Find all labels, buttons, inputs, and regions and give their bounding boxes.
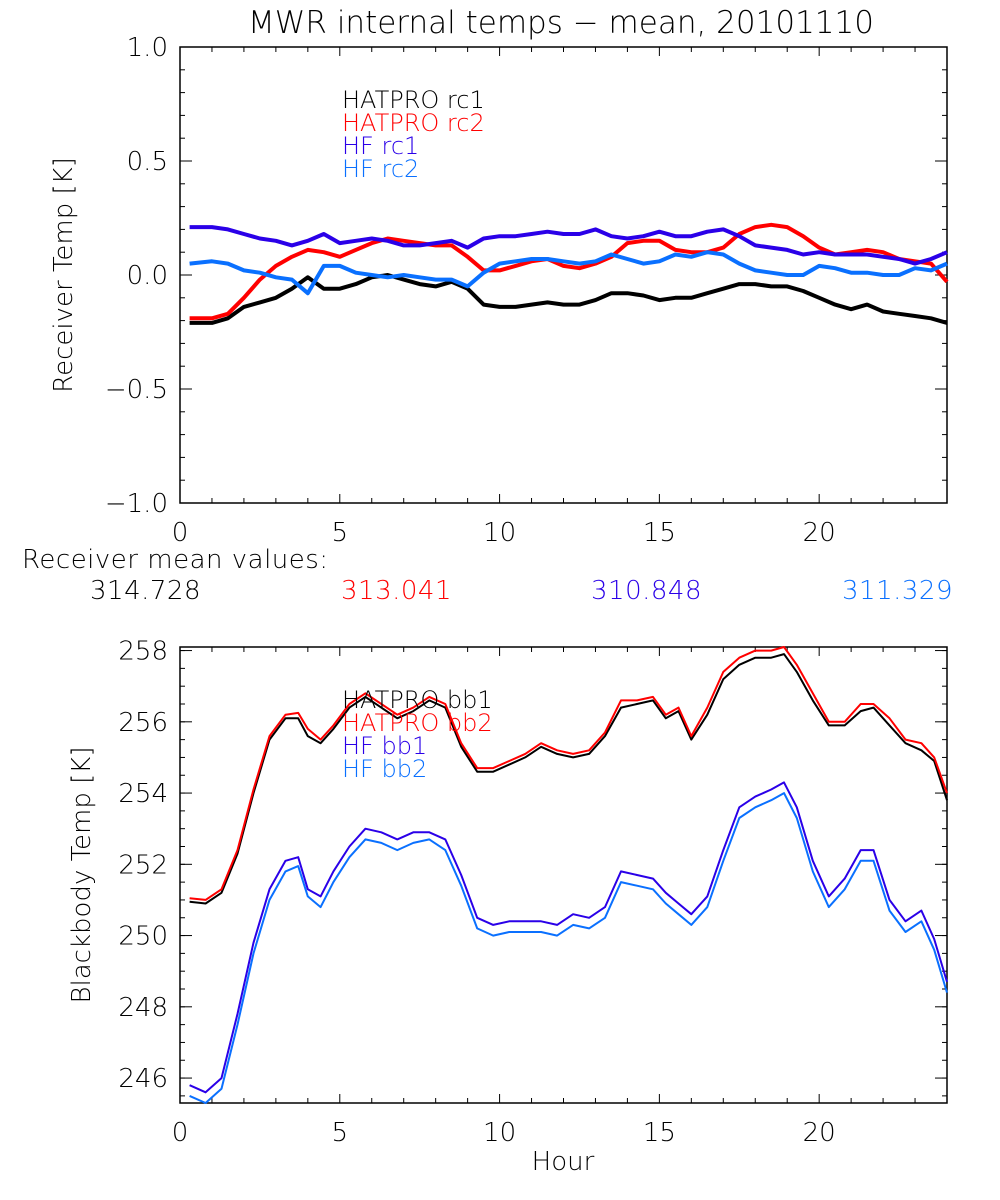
chart-title: MWR internal temps − mean, 20101110 bbox=[248, 5, 874, 41]
series-line-hf-rc1 bbox=[189, 225, 948, 266]
mean-value-hf-rc2: 311.329 bbox=[842, 576, 954, 606]
series-line-hatpro-rc1 bbox=[189, 273, 948, 325]
y-axis-label-bottom: Blackbody Temp [K] bbox=[67, 747, 97, 1004]
y-tick-label: 1.0 bbox=[127, 33, 168, 63]
legend-item: HATPRO rc2 bbox=[342, 109, 485, 137]
mean-values-label: Receiver mean values: bbox=[22, 545, 329, 575]
y-tick-label: 254 bbox=[118, 779, 168, 809]
mean-value-hf-rc1: 310.848 bbox=[591, 576, 703, 606]
y-tick-label: −0.5 bbox=[105, 375, 168, 405]
y-tick-label: 0.5 bbox=[127, 147, 168, 177]
receiver-temp-panel: 0 5 10 15 20 1.0 0.5 0.0 −0.5 −1.0 HATPRO rc1HATP… bbox=[49, 33, 949, 548]
series-line-hatpro-bb1 bbox=[189, 653, 948, 905]
plot-frame-bottom bbox=[179, 646, 948, 1104]
y-tick-label: −1.0 bbox=[105, 489, 168, 519]
series-line-hatpro-rc2 bbox=[189, 222, 949, 321]
y-tick-label: 258 bbox=[118, 637, 168, 667]
blackbody-temp-panel: 0 5 10 15 20 258 256 254 252 250 248 246 HATPRO bb1… bbox=[67, 637, 948, 1177]
x-tick-label: 5 bbox=[332, 518, 349, 548]
x-tick-label: 15 bbox=[643, 518, 676, 548]
axis-ticks-top: 0 5 10 15 20 1.0 0.5 0.0 −0.5 −1.0 bbox=[105, 33, 948, 548]
legend-item: HF rc1 bbox=[342, 132, 419, 160]
legend-item: HF bb1 bbox=[342, 732, 427, 760]
legend-item: HF rc2 bbox=[342, 155, 419, 183]
series-line-hf-rc2 bbox=[189, 250, 948, 296]
x-tick-label: 10 bbox=[483, 1118, 516, 1148]
y-tick-label: 0.0 bbox=[127, 261, 168, 291]
legend-item: HATPRO bb1 bbox=[342, 686, 493, 714]
x-tick-label: 10 bbox=[483, 518, 516, 548]
y-axis-label-top: Receiver Temp [K] bbox=[49, 157, 79, 393]
mean-value-hatpro-rc2: 313.041 bbox=[341, 576, 453, 606]
plot-frame-top bbox=[179, 46, 948, 504]
x-tick-label: 20 bbox=[803, 518, 836, 548]
x-tick-label: 0 bbox=[172, 1118, 189, 1148]
y-tick-label: 246 bbox=[118, 1064, 168, 1094]
y-tick-label: 248 bbox=[118, 993, 168, 1023]
series-line-hf-bb1 bbox=[189, 781, 948, 1094]
x-tick-label: 15 bbox=[643, 1118, 676, 1148]
x-tick-label: 0 bbox=[172, 518, 189, 548]
y-tick-label: 256 bbox=[118, 708, 168, 738]
axis-ticks-bottom: 0 5 10 15 20 258 256 254 252 250 248 246 bbox=[118, 637, 948, 1148]
y-tick-label: 250 bbox=[118, 922, 168, 952]
x-tick-label: 5 bbox=[332, 1118, 349, 1148]
legend-item: HATPRO rc1 bbox=[342, 86, 485, 114]
series-group-bottom bbox=[189, 646, 948, 1104]
series-group-top bbox=[189, 222, 949, 325]
x-axis-label: Hour bbox=[532, 1147, 595, 1177]
y-tick-label: 252 bbox=[118, 850, 168, 880]
x-tick-label: 20 bbox=[803, 1118, 836, 1148]
series-line-hf-bb2 bbox=[189, 792, 948, 1104]
mean-value-hatpro-rc1: 314.728 bbox=[90, 576, 202, 606]
series-line-hatpro-bb2 bbox=[189, 646, 948, 901]
legend-item: HF bb2 bbox=[342, 755, 427, 783]
legend-item: HATPRO bb2 bbox=[342, 709, 493, 737]
